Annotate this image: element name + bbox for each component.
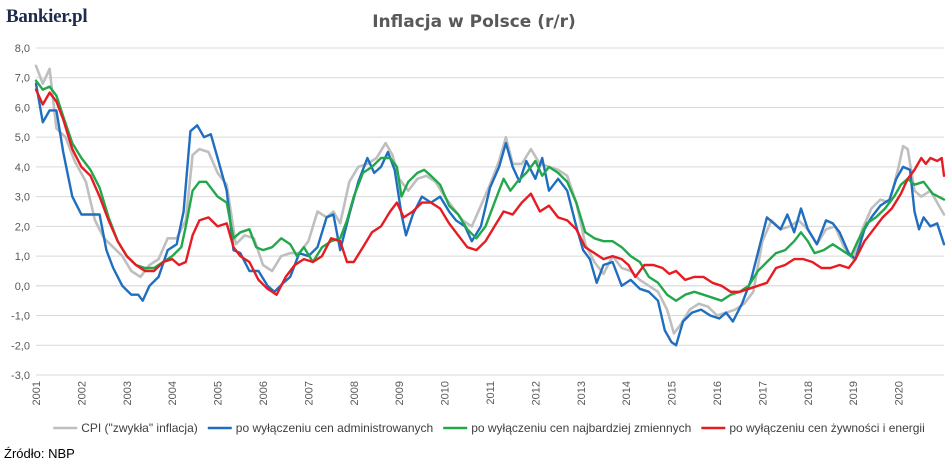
series-line-4 bbox=[34, 88, 946, 296]
y-tick-label: -1,0 bbox=[11, 311, 30, 323]
x-tick-label: 2008 bbox=[349, 381, 361, 405]
legend: CPI ("zwykła" inflacja) po wyłączeniu cen… bbox=[53, 421, 925, 435]
y-tick-label: 2,0 bbox=[15, 221, 30, 233]
x-tick-label: 2001 bbox=[31, 381, 43, 405]
legend-item-3: po wyłączeniu cen najbardziej zmiennych bbox=[443, 421, 691, 435]
y-axis: -3,0 -2,0 -1,0 0,0 1,0 2,0 3,0 4,0 5,0 6,0 7,0 8,0 bbox=[11, 43, 30, 382]
source-note: Źródło: NBP bbox=[4, 446, 75, 461]
y-tick-label: 7,0 bbox=[15, 73, 30, 85]
gridlines bbox=[36, 47, 944, 376]
legend-item-1: CPI ("zwykła" inflacja) bbox=[53, 421, 198, 435]
y-tick-label: 5,0 bbox=[15, 132, 30, 144]
x-tick-label: 2020 bbox=[894, 381, 906, 405]
x-tick-label: 2002 bbox=[76, 381, 88, 405]
y-tick-label: -2,0 bbox=[11, 340, 30, 352]
legend-item-4: po wyłączeniu cen żywności i energii bbox=[701, 421, 925, 435]
legend-item-2: po wyłączeniu cen administrowanych bbox=[207, 421, 433, 435]
series-lines bbox=[34, 64, 946, 347]
y-tick-label: 6,0 bbox=[15, 102, 30, 114]
series-line-3 bbox=[34, 79, 946, 302]
legend-label: po wyłączeniu cen najbardziej zmiennych bbox=[471, 421, 691, 435]
x-tick-label: 2011 bbox=[485, 381, 497, 405]
x-tick-label: 2019 bbox=[848, 381, 860, 405]
bankier-logo: Bankier.pl bbox=[6, 6, 88, 27]
x-tick-label: 2009 bbox=[394, 381, 406, 405]
x-tick-label: 2015 bbox=[667, 381, 679, 405]
x-axis: 2001 2002 2003 2004 2005 2006 2007 2008 2009 2010… bbox=[31, 381, 906, 405]
x-tick-label: 2013 bbox=[576, 381, 588, 405]
chart-title: Inflacja w Polsce (r/r) bbox=[372, 12, 576, 32]
x-tick-label: 2004 bbox=[167, 381, 179, 405]
y-tick-label: 8,0 bbox=[15, 43, 30, 55]
y-tick-label: 3,0 bbox=[15, 192, 30, 204]
y-tick-label: 1,0 bbox=[15, 251, 30, 263]
y-tick-label: 4,0 bbox=[15, 162, 30, 174]
legend-label: po wyłączeniu cen żywności i energii bbox=[729, 421, 924, 435]
y-tick-label: 0,0 bbox=[15, 281, 30, 293]
legend-label: po wyłączeniu cen administrowanych bbox=[236, 421, 433, 435]
series-line-1 bbox=[34, 64, 946, 335]
series-line-2 bbox=[34, 82, 946, 347]
x-tick-label: 2005 bbox=[213, 381, 225, 405]
x-tick-label: 2012 bbox=[530, 381, 542, 405]
x-tick-label: 2016 bbox=[712, 381, 724, 405]
y-tick-label: -3,0 bbox=[11, 370, 30, 382]
x-tick-label: 2018 bbox=[803, 381, 815, 405]
x-tick-label: 2014 bbox=[621, 381, 633, 405]
x-tick-label: 2017 bbox=[757, 381, 769, 405]
x-tick-label: 2003 bbox=[122, 381, 134, 405]
x-tick-label: 2010 bbox=[440, 381, 452, 405]
legend-label: CPI ("zwykła" inflacja) bbox=[81, 421, 198, 435]
x-tick-label: 2007 bbox=[303, 381, 315, 405]
x-tick-label: 2006 bbox=[258, 381, 270, 405]
